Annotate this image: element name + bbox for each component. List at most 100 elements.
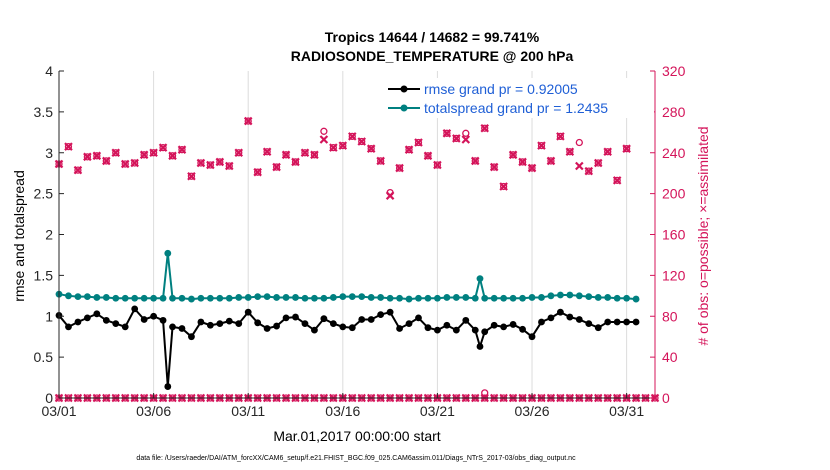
rmse-point-40 xyxy=(424,324,432,332)
obs-possible-point-25 xyxy=(291,158,300,166)
totalspread-point-19 xyxy=(225,294,233,302)
rmse-point-29 xyxy=(320,315,328,323)
obs-assim-x-b-34 xyxy=(376,156,385,166)
obs-possible-point-50 xyxy=(528,164,536,172)
rmse-point-34 xyxy=(367,316,375,323)
obs-assim-x-b-58 xyxy=(603,147,612,157)
rmse-point-61 xyxy=(613,318,621,326)
obs-possible-point-38 xyxy=(414,138,423,147)
obs-possible-point-12 xyxy=(168,152,177,160)
obs-assimilated-point-26 xyxy=(300,148,310,158)
obs-assim-x-b-60 xyxy=(622,144,631,153)
obs-possible-extra-0 xyxy=(481,389,489,397)
totalspread-point-11 xyxy=(159,294,167,302)
totalspread-point-32 xyxy=(348,293,356,301)
x-tick-label-5: 03/26 xyxy=(514,403,549,419)
obs-assimilated-point-41 xyxy=(442,129,452,138)
totalspread-point-50 xyxy=(509,294,517,302)
obs-assim-x-b-20 xyxy=(243,116,253,126)
obs-possible-point-5 xyxy=(102,157,110,165)
obs-assim-x-b-46 xyxy=(489,162,499,172)
rmse-point-37 xyxy=(396,325,403,332)
totalspread-point-34 xyxy=(367,294,375,301)
totalspread-point-30 xyxy=(329,294,337,301)
obs-possible-point-57 xyxy=(594,159,602,167)
obs-assim-x-b-39 xyxy=(423,151,433,161)
obs-assimilated-point-38 xyxy=(414,138,423,147)
rmse-point-17 xyxy=(206,321,214,329)
totalspread-point-49 xyxy=(500,294,508,302)
obs-assim-x-b-27 xyxy=(310,150,319,160)
obs-assim-x-b-7 xyxy=(120,159,130,169)
obs-assimilated-point-56 xyxy=(584,166,594,176)
rmse-point-22 xyxy=(254,319,262,327)
obs-possible-point-8 xyxy=(131,159,139,167)
rmse-point-12 xyxy=(164,383,172,390)
obs-possible-point-15 xyxy=(197,159,205,167)
obs-assimilated-point-53 xyxy=(556,132,565,141)
obs-assim-x-b-36 xyxy=(395,163,404,173)
totalspread-point-12 xyxy=(164,249,172,257)
obs-assim-x-b-28 xyxy=(319,135,329,144)
obs-assim-x-b-38 xyxy=(414,138,423,147)
obs-assim-x-b-54 xyxy=(565,147,575,157)
totalspread-point-48 xyxy=(490,294,498,302)
obs-assimilated-point-8 xyxy=(130,158,139,168)
obs-possible-point-22 xyxy=(263,148,271,156)
obs-assimilated-point-12 xyxy=(168,151,177,161)
obs-possible-point-33 xyxy=(367,145,375,153)
obs-assimilated-point-25 xyxy=(291,157,300,167)
totalspread-line xyxy=(58,252,637,301)
rmse-point-62 xyxy=(623,318,631,326)
totalspread-point-17 xyxy=(206,294,214,302)
rmse-point-1 xyxy=(65,323,72,331)
obs-possible-point-34 xyxy=(377,157,385,165)
data-file-footer: data file: /Users/raeder/DAI/ATM_forcXX/… xyxy=(136,455,576,462)
rmse-point-19 xyxy=(225,317,233,325)
totalspread-point-59 xyxy=(594,294,602,301)
obs-assimilated-point-34 xyxy=(376,156,385,166)
obs-assimilated-point-20 xyxy=(243,116,253,126)
rmse-point-24 xyxy=(273,322,280,330)
rmse-point-41 xyxy=(434,326,441,334)
obs-possible-point-23 xyxy=(272,163,281,171)
obs-assim-x-b-44 xyxy=(470,156,480,166)
legend-rmse-marker xyxy=(400,85,408,93)
obs-possible-point-53 xyxy=(556,132,565,141)
y-right-tick-label-7: 280 xyxy=(662,104,686,120)
obs-assim-x-b-53 xyxy=(556,132,565,141)
obs-assim-x-b-3 xyxy=(83,152,92,162)
obs-assim-x-b-18 xyxy=(225,161,234,171)
obs-assimilated-point-24 xyxy=(281,150,291,160)
obs-possible-point-59 xyxy=(613,176,621,184)
x-tick-label-6: 03/31 xyxy=(609,403,644,419)
obs-assim-x-b-45 xyxy=(480,123,489,133)
rmse-point-45 xyxy=(471,326,479,334)
y-left-tick-label-2: 1 xyxy=(45,308,53,324)
obs-assim-x-b-13 xyxy=(177,145,187,154)
rmse-point-44 xyxy=(462,316,470,324)
rmse-point-3 xyxy=(83,314,91,322)
rmse-point-39 xyxy=(415,314,422,322)
obs-assim-x-b-49 xyxy=(518,157,527,167)
obs-assim-x-b-19 xyxy=(234,148,244,158)
totalspread-point-55 xyxy=(556,291,564,299)
totalspread-point-29 xyxy=(320,294,328,302)
totalspread-point-15 xyxy=(188,295,195,303)
tick-labels: 03/01 03/06 03/11 03/16 03/21 03/26 03/31 0 0.5 1… xyxy=(34,63,686,419)
obs-assim-x-b-50 xyxy=(527,163,537,173)
rmse-point-9 xyxy=(140,316,148,323)
rmse-point-6 xyxy=(112,320,120,328)
totalspread-point-18 xyxy=(216,294,224,302)
totalspread-point-37 xyxy=(396,294,403,302)
obs-possible-point-26 xyxy=(301,149,309,157)
obs-assim-x-b-8 xyxy=(130,158,139,168)
obs-assimilated-point-15 xyxy=(196,158,206,168)
obs-possible-point-51 xyxy=(537,141,546,150)
axes xyxy=(58,70,656,399)
obs-assimilated-point-55 xyxy=(575,161,584,171)
rmse-point-35 xyxy=(377,311,385,319)
rmse-point-11 xyxy=(159,316,167,324)
rmse-point-58 xyxy=(585,320,593,328)
totalspread-point-9 xyxy=(140,294,148,302)
